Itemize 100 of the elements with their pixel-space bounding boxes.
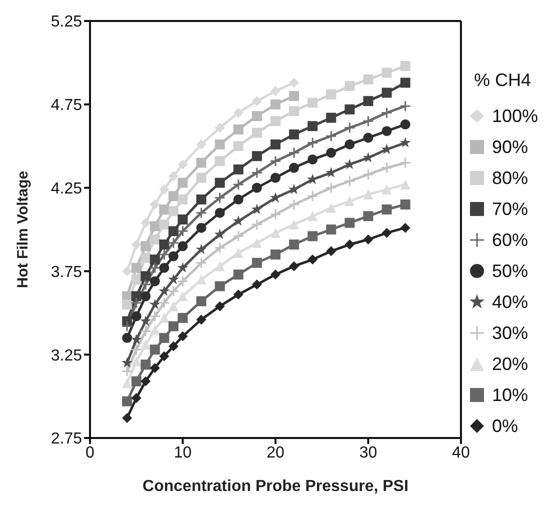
point [178, 331, 188, 342]
point [159, 351, 170, 362]
point [289, 219, 300, 230]
point [344, 175, 356, 187]
point [214, 228, 226, 240]
point [325, 182, 337, 194]
x-axis-title: Concentration Probe Pressure, PSI [142, 478, 408, 495]
point [214, 281, 225, 292]
y-tick-label: 3.75 [50, 264, 82, 281]
x-tick-label: 0 [86, 444, 95, 462]
point [382, 228, 392, 238]
point [233, 194, 244, 204]
point [232, 215, 244, 226]
y-axis-title: Hot Film Voltage [14, 170, 32, 288]
point [176, 225, 188, 237]
point [362, 115, 374, 127]
point [233, 270, 244, 280]
point [214, 301, 225, 312]
point [382, 126, 392, 136]
point [270, 86, 280, 96]
point [382, 204, 392, 214]
point [159, 219, 170, 230]
point [363, 189, 374, 200]
point [122, 300, 132, 310]
y-tick-label: 4.75 [50, 97, 82, 114]
point [400, 137, 411, 148]
point [289, 240, 300, 250]
point [252, 182, 262, 193]
legend-label: 0% [492, 416, 518, 436]
point [159, 332, 170, 343]
point [326, 167, 337, 178]
point [178, 194, 188, 204]
point [233, 141, 244, 152]
x-tick-label: 10 [174, 444, 192, 462]
point [289, 91, 300, 102]
point [168, 206, 178, 216]
point [168, 301, 178, 312]
point [214, 178, 225, 188]
point [140, 315, 152, 326]
point [122, 396, 132, 406]
y-tick-label: 2.75 [50, 430, 82, 448]
point [363, 234, 374, 245]
point [140, 252, 151, 263]
point [121, 366, 133, 378]
legend-label: 80% [492, 168, 528, 188]
legend-title: % CH4 [474, 70, 532, 90]
point [270, 99, 280, 110]
point [131, 291, 142, 302]
point [400, 199, 410, 210]
legend-label: 20% [492, 354, 528, 374]
point [196, 244, 207, 254]
point [196, 194, 206, 204]
point [251, 218, 263, 230]
point [270, 116, 280, 126]
point [381, 106, 393, 118]
point [168, 191, 178, 202]
point [214, 122, 225, 133]
legend-label: 40% [492, 292, 528, 312]
point [400, 222, 410, 233]
x-tick-label: 30 [359, 444, 378, 462]
point [140, 218, 151, 228]
point [159, 312, 170, 323]
point [131, 356, 142, 366]
point [344, 240, 355, 250]
point [168, 274, 179, 284]
point [131, 262, 142, 273]
point [382, 68, 392, 78]
point [177, 262, 188, 273]
point [326, 89, 336, 100]
point [252, 238, 262, 248]
point [270, 139, 280, 150]
point [130, 344, 142, 356]
point [363, 211, 374, 222]
point [308, 154, 318, 164]
point [233, 124, 244, 134]
point [140, 326, 152, 337]
point [363, 74, 374, 84]
point [214, 192, 226, 204]
point [196, 314, 206, 325]
point [178, 159, 188, 170]
point [140, 376, 151, 386]
legend-label: 10% [492, 384, 528, 406]
point [178, 214, 188, 224]
point [270, 250, 280, 260]
point [233, 290, 244, 300]
point [270, 228, 280, 238]
point [159, 262, 170, 273]
point [326, 202, 336, 213]
point [140, 340, 151, 350]
point [214, 156, 225, 166]
point [252, 151, 262, 162]
point [168, 226, 178, 236]
point [308, 211, 318, 222]
point [252, 111, 262, 122]
x-tick-label: 20 [266, 444, 284, 462]
point [362, 152, 374, 162]
point [122, 332, 132, 343]
point [149, 298, 160, 310]
point [252, 280, 262, 290]
point [214, 261, 225, 272]
